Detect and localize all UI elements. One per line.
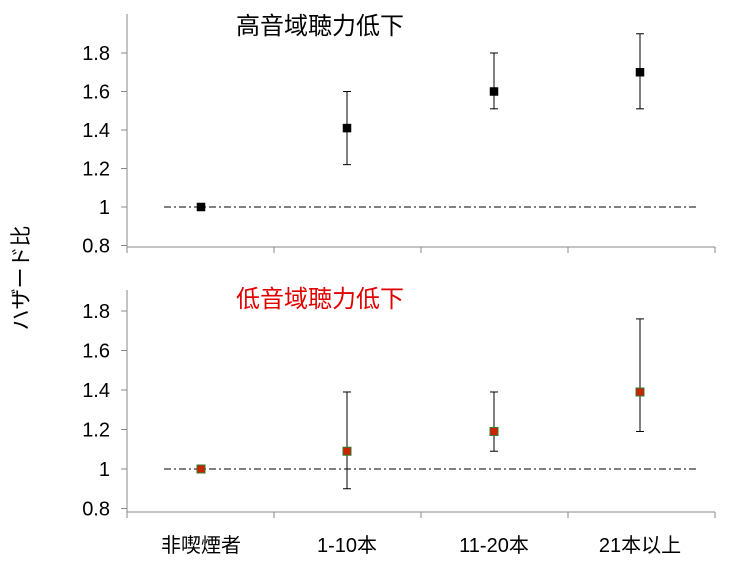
y-tick-label: 1.4: [82, 120, 110, 142]
x-category-label: 非喫煙者: [161, 534, 241, 557]
x-category-label: 21本以上: [599, 534, 681, 557]
y-tick-label: 1: [99, 459, 110, 481]
y-tick-label: 1.2: [82, 420, 110, 442]
chart-title: 高音域聴力低下: [236, 13, 404, 40]
y-tick-label: 0.8: [82, 236, 110, 258]
y-tick-label: 0.8: [82, 499, 110, 521]
chart-title: 低音域聴力低下: [236, 286, 404, 313]
panel-high-frequency: 0.8 1 1.2 1.4 1.6 1.8 高音域聴力低下: [82, 13, 716, 258]
y-tick-label: 1.6: [82, 82, 110, 104]
y-tick-label: 1: [99, 197, 110, 219]
data-point: [489, 87, 499, 96]
data-point: [196, 464, 206, 474]
data-point: [635, 387, 645, 397]
x-category-label: 1-10本: [317, 534, 377, 557]
y-tick-label: 1.6: [82, 341, 110, 363]
x-category-label: 11-20本: [459, 534, 529, 557]
y-tick-label: 1.8: [82, 43, 110, 65]
data-point: [489, 426, 499, 436]
y-axis-label: ハザード比: [10, 226, 33, 331]
x-axis-categories: 非喫煙者 1-10本 11-20本 21本以上: [161, 534, 681, 557]
data-point: [342, 123, 352, 133]
data-point: [196, 202, 206, 212]
data-point: [635, 68, 645, 77]
data-point: [342, 446, 352, 456]
panel-low-frequency: 0.8 1 1.2 1.4 1.6 1.8 低音域聴力低下: [82, 286, 716, 521]
y-tick-label: 1.2: [82, 159, 110, 181]
y-tick-label: 1.4: [82, 380, 110, 402]
y-tick-label: 1.8: [82, 301, 110, 323]
